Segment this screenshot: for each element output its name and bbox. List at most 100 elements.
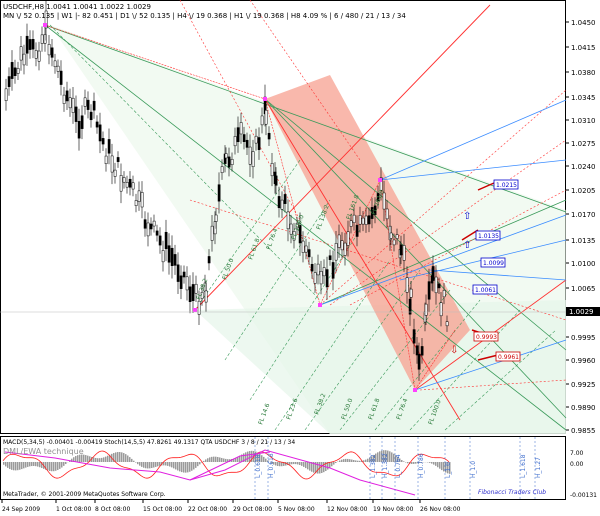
price-label: 0.9960 — [571, 357, 596, 365]
macd-bar — [389, 451, 391, 462]
macd-bar — [235, 457, 237, 462]
candle-body — [134, 200, 138, 206]
macd-bar — [103, 457, 105, 462]
candle-body — [37, 50, 41, 62]
candle-body — [434, 276, 438, 294]
macd-bar — [323, 462, 325, 473]
candle-body — [358, 215, 362, 225]
candle-body — [254, 135, 258, 144]
candle-body — [295, 222, 299, 229]
candle-body — [370, 207, 374, 219]
macd-bar — [17, 462, 19, 471]
candle-body — [10, 62, 14, 79]
macd-bar — [87, 455, 89, 462]
macd-bar — [141, 462, 143, 467]
macd-bar — [15, 462, 17, 471]
macd-bar — [359, 460, 361, 462]
macd-bar — [261, 455, 263, 462]
macd-bar — [77, 455, 79, 462]
macd-axis-label: 0.00 — [570, 461, 584, 468]
candle-body — [131, 182, 135, 190]
candle-body — [437, 283, 441, 289]
macd-bar — [187, 462, 189, 473]
candle-body — [313, 272, 317, 284]
candle-body — [113, 169, 117, 177]
macd-bar — [223, 458, 225, 462]
red-dashed-lines — [179, 0, 567, 391]
candle-body — [80, 115, 84, 129]
candle-body — [277, 196, 281, 209]
candle-body — [146, 222, 150, 237]
macd-bar — [239, 455, 241, 462]
candle-body — [280, 199, 284, 210]
candle-body — [405, 277, 409, 293]
candle-body — [125, 182, 129, 188]
symbol-line: USDCHF,H8 1.0041 1.0041 1.0022 1.0029 — [3, 3, 151, 11]
time-label: 5 Nov 08:00 — [278, 506, 315, 513]
price-label: 1.0170 — [571, 211, 596, 219]
time-label: 24 Sep 2009 — [2, 506, 40, 513]
candle-body — [301, 240, 305, 253]
macd-bar — [49, 462, 51, 471]
macd-bar — [181, 462, 183, 473]
time-label: 22 Oct 08:00 — [188, 506, 227, 513]
candle-body — [289, 223, 293, 235]
candle-body — [322, 267, 326, 277]
macd-bar — [9, 462, 11, 470]
macd-bar — [301, 462, 303, 466]
candle-body — [65, 90, 69, 102]
macd-bar — [175, 462, 177, 470]
candle-body — [245, 139, 249, 148]
candle-body — [95, 121, 99, 128]
price-label: 1.0275 — [571, 140, 596, 148]
macd-vertical-lines: L_0.618 H_0.618 L_1.382 H_1.382 L_0.764 H_0.7… — [254, 437, 542, 499]
price-label: 1.0415 — [571, 44, 596, 52]
macd-bar — [25, 462, 27, 468]
macd-bar — [163, 462, 165, 466]
price-label: 1.0240 — [571, 163, 596, 171]
macd-bar — [395, 455, 397, 462]
macd-bar — [193, 462, 195, 470]
macd-bar — [295, 462, 297, 465]
candle-body — [155, 230, 159, 236]
macd-bar — [183, 462, 185, 473]
candle-body — [292, 231, 296, 241]
macd-bar — [413, 462, 415, 464]
candle-body — [101, 138, 105, 145]
macd-vline-label: H_1.382 — [382, 453, 389, 478]
macd-bar — [195, 462, 197, 468]
candle-body — [251, 151, 255, 168]
macd-bar — [61, 462, 63, 468]
candle-body — [13, 67, 17, 77]
up-arrow-icon: ⇧ — [463, 240, 471, 251]
macd-bar — [257, 452, 259, 462]
macd-bar — [341, 459, 343, 462]
macd-bar — [365, 459, 367, 462]
macd-bar — [381, 450, 383, 462]
macd-vline-label: H_1.27 — [535, 457, 542, 478]
macd-bar — [313, 462, 315, 473]
candle-body — [143, 219, 147, 229]
candle-body — [210, 225, 214, 241]
candle-body — [28, 39, 32, 50]
candle-body — [107, 139, 111, 154]
candle-body — [152, 220, 156, 227]
macd-bar — [385, 450, 387, 462]
candle-body — [236, 127, 240, 143]
macd-bar — [273, 462, 275, 465]
macd-sublabel: DML/EWA technique — [3, 447, 84, 456]
macd-bar — [165, 462, 167, 466]
macd-axis-label: 7.00 — [570, 450, 584, 457]
candle-body — [161, 250, 165, 263]
price-label: 0.9925 — [571, 381, 596, 389]
macd-bar — [41, 462, 43, 469]
macd-bar — [211, 456, 213, 462]
candle-body — [71, 97, 75, 113]
macd-bar — [179, 462, 181, 472]
candle-body — [4, 88, 8, 101]
candle-body — [137, 190, 141, 202]
macd-bar — [367, 458, 369, 462]
macd-bar — [285, 462, 287, 466]
macd-bar — [437, 462, 439, 468]
